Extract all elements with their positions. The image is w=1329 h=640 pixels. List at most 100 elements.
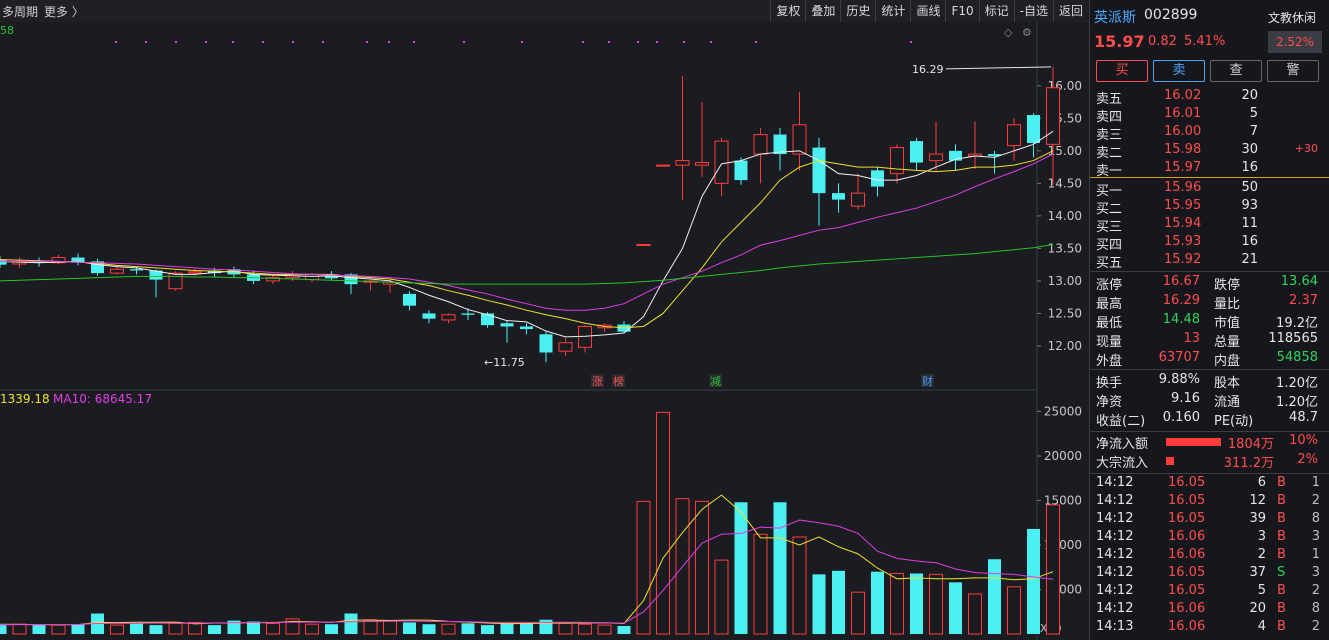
signal-dot [755, 41, 757, 43]
quote-panel: 英派斯 002899 文教休闲 2.52% 15.97 0.82 5.41% 买卖查警卖五 16… [1089, 0, 1329, 640]
stat-row: 涨停 16.67 跌停 13.64 [1096, 274, 1318, 293]
chart-toolbar: 复权 叠加 历史 统计 画线 F10 标记 -自选 返回 [770, 0, 1088, 22]
event-marker: 榜 [613, 374, 624, 388]
volume-bar [1046, 504, 1060, 635]
tick-row: 14:13 16.06 4 B 2 [1096, 619, 1320, 634]
vol-legend-ma10: MA10: 68645.17 [53, 392, 152, 406]
volume-bar [812, 574, 826, 634]
flow-bar [1166, 457, 1174, 465]
volume-bar [1007, 586, 1021, 635]
vol-legend-ma5: 1339.18 [0, 392, 50, 406]
volume-bar [578, 623, 592, 635]
candle-body [1007, 124, 1021, 147]
event-marker: 财 [922, 374, 933, 388]
volume-bar [441, 623, 456, 635]
gear-icon: ⚙ [1022, 26, 1032, 39]
high-annotation: 16.29 [912, 63, 944, 76]
candle-body [422, 313, 436, 319]
volume-bar [636, 500, 651, 635]
candle-body [539, 334, 553, 353]
volume-bar [305, 623, 319, 635]
volume-bar [871, 571, 884, 634]
toolbar-button-4[interactable]: 画线 [910, 0, 945, 22]
price-tick-label: 12.00 [1048, 339, 1082, 353]
volume-bar [481, 625, 494, 634]
price-tick-label: 12.50 [1048, 306, 1082, 320]
volume-bar [130, 623, 143, 634]
candle-body [51, 257, 66, 264]
ask-row: 卖二 15.98 30 +30 [1096, 142, 1318, 161]
signal-dot [322, 41, 324, 43]
tick-row: 14:12 16.05 5 B 2 [1096, 583, 1320, 598]
volume-bar [988, 559, 1001, 634]
toolbar-button-0[interactable]: 复权 [770, 0, 805, 22]
toolbar-button-1[interactable]: 叠加 [805, 0, 840, 22]
flow-row: 大宗流入 311.2万 2% [1096, 452, 1318, 471]
bid-row: 买二 15.95 93 [1096, 198, 1258, 217]
signal-dot [637, 41, 639, 43]
volume-tick-label: 25000 [1044, 404, 1082, 418]
stat-row: 现量 13 总量 118565 [1096, 331, 1318, 350]
volume-bar [32, 625, 46, 634]
candle-body [832, 193, 845, 200]
candle-body [910, 141, 923, 163]
signal-dot [175, 41, 177, 43]
tick-row: 14:12 16.05 12 B 2 [1096, 493, 1320, 508]
volume-bar [51, 624, 66, 635]
volume-bar [968, 593, 982, 635]
stat-row: 最高 16.29 量比 2.37 [1096, 293, 1318, 312]
ask-row: 卖五 16.02 20 [1096, 88, 1258, 107]
candle-body [149, 270, 163, 280]
signal-dot [463, 41, 465, 43]
period-label[interactable]: 多周期 [2, 5, 39, 19]
toolbar-button-2[interactable]: 历史 [840, 0, 875, 22]
candle-body [441, 314, 456, 321]
volume-bar [227, 620, 241, 634]
flow-bar [1166, 438, 1221, 446]
trade-button-0[interactable]: 买 [1096, 60, 1148, 82]
trade-button-1[interactable]: 卖 [1153, 60, 1205, 82]
candle-body [1046, 87, 1060, 145]
signal-dot [683, 41, 685, 43]
section-divider [1090, 473, 1329, 474]
toolbar-button-8[interactable]: 返回 [1052, 0, 1088, 22]
sector-name[interactable]: 文教休闲 [1268, 11, 1317, 25]
candle-body [520, 326, 533, 330]
candle-body [110, 268, 124, 274]
volume-tick-label: 20000 [1044, 449, 1082, 463]
candle-body [929, 153, 943, 162]
stat-row: 外盘 63707 内盘 54858 [1096, 350, 1318, 369]
volume-bar [110, 624, 124, 635]
tick-row: 14:12 16.06 3 B 3 [1096, 529, 1320, 544]
stat-row: 换手 9.88% 股本 1.20亿 [1096, 372, 1318, 391]
volume-bar [656, 411, 670, 635]
signal-dot [413, 41, 415, 43]
trade-button-2[interactable]: 查 [1210, 60, 1262, 82]
bid-row: 买五 15.92 21 [1096, 252, 1258, 271]
bid-row: 买四 15.93 16 [1096, 234, 1258, 253]
toolbar-button-3[interactable]: 统计 [875, 0, 910, 22]
volume-bar [500, 623, 514, 634]
volume-bar [753, 533, 768, 635]
bid-row: 买三 15.94 11 [1096, 216, 1258, 235]
ask-row: 卖四 16.01 5 [1096, 106, 1258, 125]
volume-bar [929, 573, 943, 635]
kline-chart[interactable]: 16.0015.5015.0014.5014.0013.5013.0012.50… [0, 22, 1088, 640]
toolbar-button-7[interactable]: -自选 [1013, 0, 1053, 22]
volume-bar [734, 502, 748, 634]
stock-name[interactable]: 英派斯 [1094, 10, 1136, 26]
candle-body [988, 154, 1001, 157]
signal-dot [608, 41, 610, 43]
stat-row: 收益(二) 0.160 PE(动) 48.7 [1096, 410, 1318, 429]
more-menu[interactable]: 更多 〉 [44, 5, 84, 19]
book-divider [1090, 177, 1329, 178]
toolbar-button-5[interactable]: F10 [945, 0, 978, 22]
toolbar-button-6[interactable]: 标记 [978, 0, 1014, 22]
high-arrow [945, 66, 1052, 70]
volume-bar [851, 591, 865, 635]
trade-button-3[interactable]: 警 [1267, 60, 1319, 82]
candle-body [734, 160, 748, 181]
signal-dot [582, 41, 584, 43]
event-marker-bg [591, 374, 604, 387]
volume-bar [422, 624, 436, 634]
